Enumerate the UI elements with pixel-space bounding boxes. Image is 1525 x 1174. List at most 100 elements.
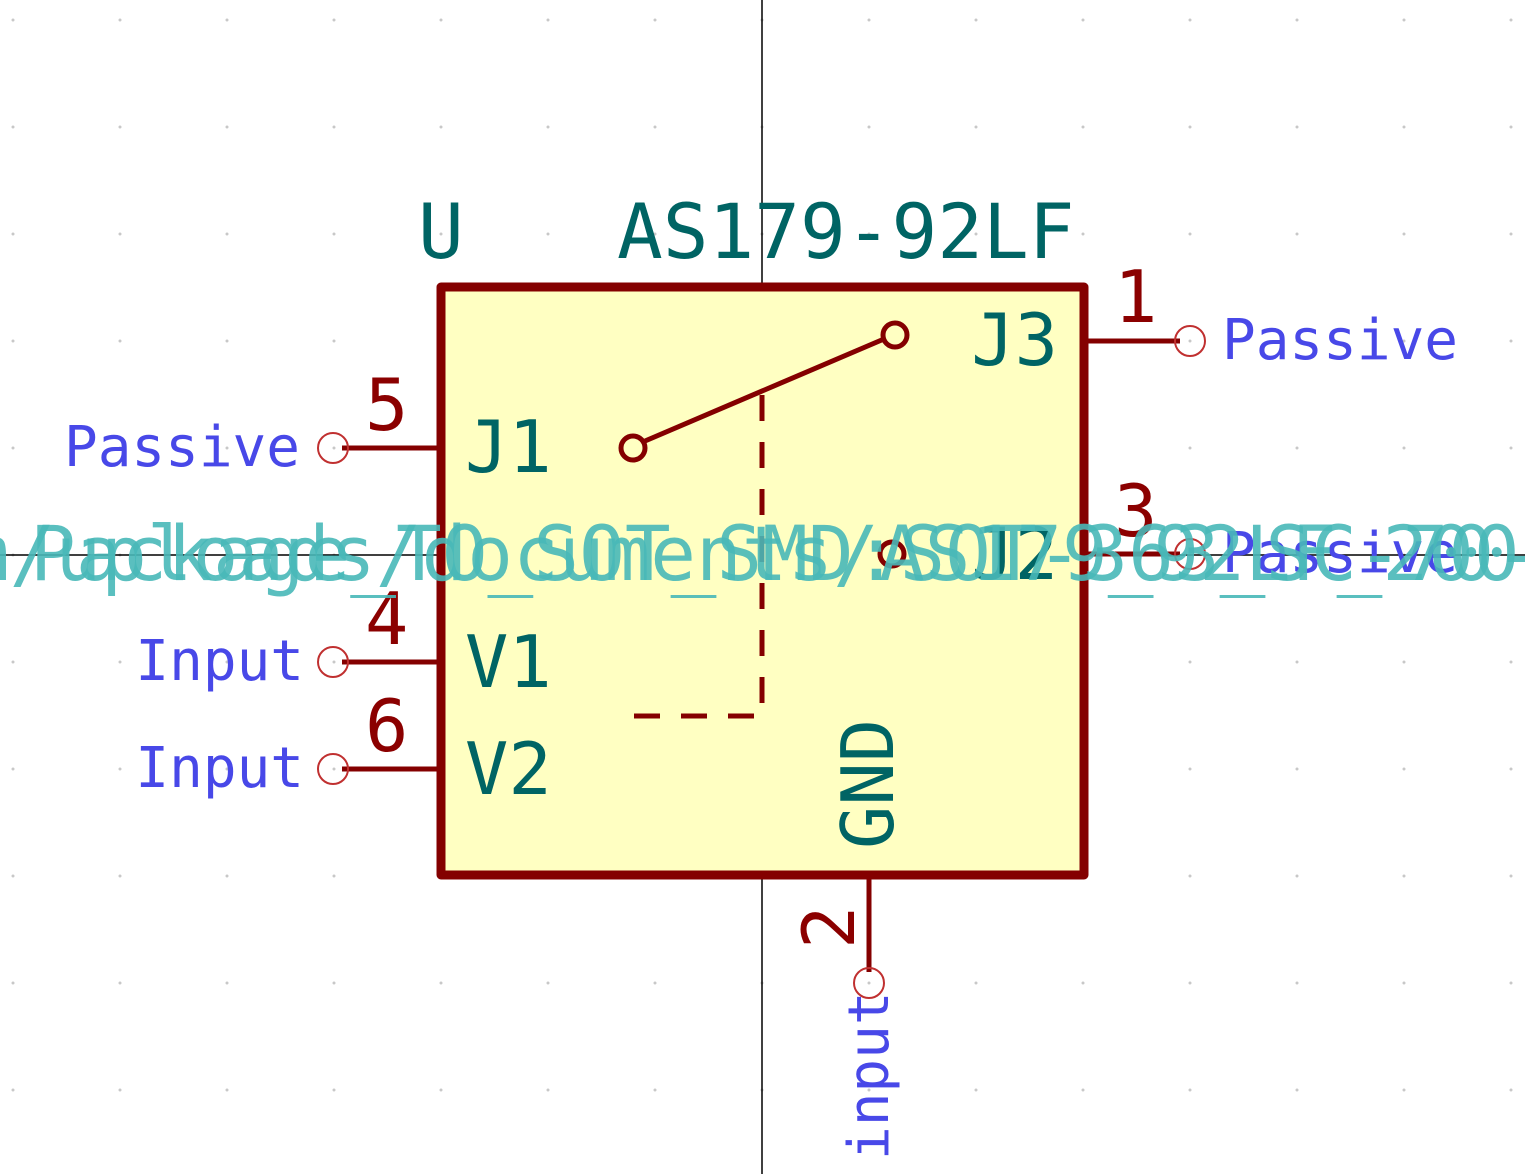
grid-dot bbox=[11, 874, 15, 878]
grid-dot bbox=[1081, 18, 1085, 22]
switch-contact-j1 bbox=[618, 433, 648, 463]
grid-dot bbox=[1295, 125, 1299, 129]
grid-dot bbox=[118, 1088, 122, 1092]
grid-dot bbox=[867, 232, 871, 236]
grid-dot bbox=[11, 232, 15, 236]
grid-dot bbox=[1402, 446, 1406, 450]
grid-dot bbox=[546, 125, 550, 129]
grid-dot bbox=[1188, 1088, 1192, 1092]
grid-dot bbox=[118, 18, 122, 22]
switch-contact-j3 bbox=[880, 320, 910, 350]
grid-dot bbox=[867, 125, 871, 129]
pin-end-3[interactable] bbox=[1174, 538, 1206, 570]
grid-dot bbox=[332, 660, 336, 664]
grid-dot bbox=[439, 981, 443, 985]
pin-end-2[interactable] bbox=[853, 967, 885, 999]
grid-dot bbox=[867, 1088, 871, 1092]
grid-dot bbox=[1402, 874, 1406, 878]
grid-dot bbox=[1402, 232, 1406, 236]
pin-end-6[interactable] bbox=[317, 753, 349, 785]
grid-dot bbox=[11, 981, 15, 985]
grid-dot bbox=[1509, 660, 1513, 664]
grid-dot bbox=[332, 339, 336, 343]
pin-name-j2: J2 bbox=[971, 512, 1058, 596]
grid-dot bbox=[1188, 339, 1192, 343]
symbol-body[interactable] bbox=[436, 282, 1089, 880]
grid-dot bbox=[1509, 125, 1513, 129]
grid-dot bbox=[332, 981, 336, 985]
grid-dot bbox=[1188, 660, 1192, 664]
grid-dot bbox=[332, 125, 336, 129]
grid-dot bbox=[1295, 232, 1299, 236]
grid-dot bbox=[332, 446, 336, 450]
grid-dot bbox=[1188, 232, 1192, 236]
reference-designator[interactable]: U bbox=[418, 187, 464, 276]
grid-dot bbox=[1509, 1088, 1513, 1092]
grid-dot bbox=[225, 981, 229, 985]
pin-type-1: Passive bbox=[1222, 308, 1458, 373]
grid-dot bbox=[653, 1088, 657, 1092]
grid-dot bbox=[439, 125, 443, 129]
grid-dot bbox=[867, 981, 871, 985]
datasheet-field[interactable]: http://www.skyworksinc.com/uploads/docum… bbox=[0, 509, 1525, 598]
grid-dot bbox=[118, 446, 122, 450]
grid-dot bbox=[439, 1088, 443, 1092]
grid-dot bbox=[11, 125, 15, 129]
grid-dot bbox=[225, 1088, 229, 1092]
pin-name-gnd: GND bbox=[826, 719, 910, 849]
grid-dot bbox=[1402, 18, 1406, 22]
pin-end-5[interactable] bbox=[317, 432, 349, 464]
pin-number-3: 3 bbox=[1114, 469, 1157, 553]
grid-dot bbox=[225, 767, 229, 771]
grid-dot bbox=[118, 767, 122, 771]
grid-dot bbox=[1509, 18, 1513, 22]
grid-dot bbox=[1188, 446, 1192, 450]
grid-dot bbox=[11, 767, 15, 771]
grid-dot bbox=[1295, 874, 1299, 878]
pin-type-5: Passive bbox=[64, 415, 300, 480]
grid-dot bbox=[118, 125, 122, 129]
grid-dot bbox=[225, 18, 229, 22]
grid-dot bbox=[1295, 660, 1299, 664]
grid-dot bbox=[332, 767, 336, 771]
grid-dot bbox=[546, 1088, 550, 1092]
grid-dot bbox=[653, 125, 657, 129]
grid-dot bbox=[1509, 339, 1513, 343]
pin-ends bbox=[317, 325, 1206, 999]
grid-dot bbox=[1402, 339, 1406, 343]
grid-dot bbox=[118, 339, 122, 343]
grid-dot bbox=[1509, 232, 1513, 236]
grid-dot bbox=[11, 660, 15, 664]
grid-dot bbox=[974, 232, 978, 236]
grid-dot bbox=[1188, 125, 1192, 129]
pin-number-2: 2 bbox=[787, 906, 871, 949]
grid-dot bbox=[332, 874, 336, 878]
grid-dot bbox=[546, 232, 550, 236]
pin-number-1: 1 bbox=[1114, 255, 1157, 339]
grid-dot bbox=[11, 339, 15, 343]
grid-dot bbox=[1081, 981, 1085, 985]
grid-dot bbox=[867, 18, 871, 22]
grid-dot bbox=[1188, 767, 1192, 771]
grid-dot bbox=[974, 125, 978, 129]
grid-dot bbox=[332, 232, 336, 236]
pin-end-1[interactable] bbox=[1174, 325, 1206, 357]
grid-dot bbox=[1081, 232, 1085, 236]
grid-dot bbox=[332, 1088, 336, 1092]
grid-dot bbox=[974, 18, 978, 22]
grid-dot bbox=[974, 1088, 978, 1092]
grid-dot bbox=[118, 981, 122, 985]
pin-number-4: 4 bbox=[365, 577, 408, 661]
grid-dot bbox=[11, 18, 15, 22]
switch-arm bbox=[644, 336, 885, 444]
grid-dot bbox=[225, 874, 229, 878]
grid-dot bbox=[225, 446, 229, 450]
grid-dot bbox=[1295, 446, 1299, 450]
grid-dot bbox=[653, 981, 657, 985]
grid-dot bbox=[1509, 874, 1513, 878]
pin-end-4[interactable] bbox=[317, 646, 349, 678]
grid-dot bbox=[546, 981, 550, 985]
footprint-field[interactable]: Package_TO_SOT_SMD:SOT-363_SC-70-6 bbox=[30, 509, 1525, 598]
symbol-value[interactable]: AS179-92LF bbox=[617, 187, 1075, 276]
switch-graphic bbox=[618, 320, 910, 719]
